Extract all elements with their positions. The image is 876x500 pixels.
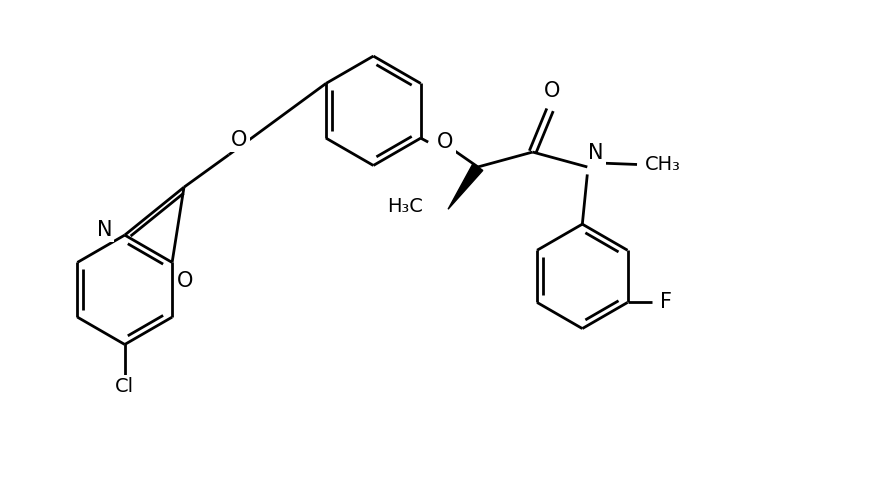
Text: N: N	[589, 143, 604, 163]
Polygon shape	[449, 164, 483, 209]
Text: O: O	[544, 81, 561, 101]
Text: H₃C: H₃C	[387, 197, 423, 216]
Text: F: F	[660, 292, 672, 312]
Text: O: O	[437, 132, 454, 152]
Text: CH₃: CH₃	[645, 155, 681, 174]
Text: O: O	[177, 272, 194, 291]
Text: O: O	[231, 130, 248, 150]
Text: Cl: Cl	[115, 377, 134, 396]
Text: N: N	[97, 220, 112, 240]
